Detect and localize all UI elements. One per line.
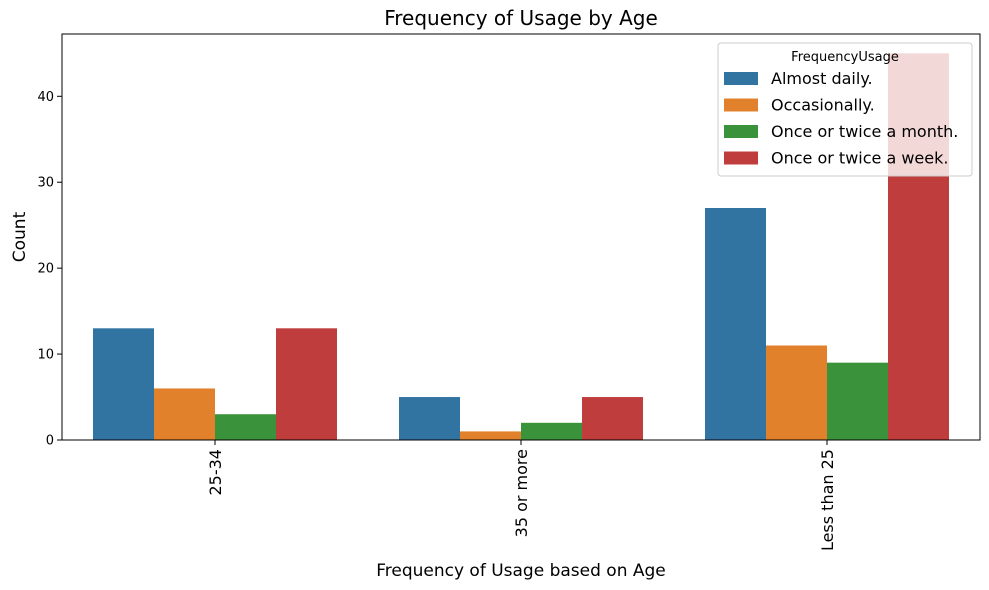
y-tick-label: 30: [37, 176, 54, 191]
y-tick-label: 40: [37, 90, 54, 105]
bar: [215, 414, 276, 440]
bar: [766, 345, 827, 440]
legend-label: Once or twice a week.: [771, 149, 948, 168]
y-tick-label: 10: [37, 348, 54, 363]
x-axis: 25-34 35 or more Less than 25: [206, 440, 837, 551]
legend-label: Almost daily.: [771, 69, 873, 88]
legend-box: [717, 42, 973, 177]
bar: [154, 388, 215, 440]
x-tick-label: Less than 25: [818, 449, 837, 551]
x-tick-label: 35 or more: [512, 449, 531, 537]
bar: [827, 362, 888, 440]
bar: [399, 397, 460, 440]
y-tick-label: 20: [37, 262, 54, 277]
bar: [705, 208, 766, 440]
legend-label: Occasionally.: [771, 96, 875, 115]
bar: [521, 422, 582, 440]
y-axis-label: Count: [10, 211, 30, 262]
x-tick-label: 25-34: [206, 449, 225, 496]
legend-label: Once or twice a month.: [771, 122, 958, 141]
y-tick-label: 0: [46, 434, 54, 449]
x-axis-label: Frequency of Usage based on Age: [376, 561, 666, 581]
bar: [276, 328, 337, 440]
legend-swatch: [724, 151, 758, 165]
bar: [582, 397, 643, 440]
legend: FrequencyUsage Almost daily. Occasionally.…: [717, 42, 973, 177]
legend-swatch: [724, 98, 758, 112]
legend-swatch: [724, 72, 758, 85]
bar: [460, 431, 521, 440]
chart-title: Frequency of Usage by Age: [384, 6, 658, 30]
y-axis: 0 10 20 30 40: [37, 90, 62, 449]
bar: [93, 328, 154, 440]
legend-swatch: [724, 125, 758, 138]
legend-title: FrequencyUsage: [791, 50, 899, 65]
